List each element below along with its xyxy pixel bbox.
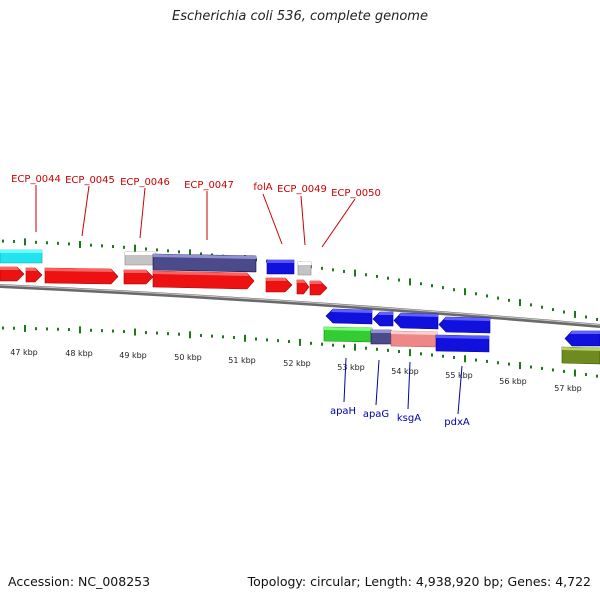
gene-label-ecp-0045[interactable]: ECP_0045 — [65, 175, 115, 186]
gene-label-apah[interactable]: apaH — [330, 406, 356, 417]
blue-feature — [435, 334, 490, 353]
gene-label-apag[interactable]: apaG — [363, 409, 389, 420]
reverse-cds-arrow — [393, 312, 439, 330]
gene-label-pdxa[interactable]: pdxA — [444, 417, 470, 428]
purple-small-feature — [370, 329, 392, 345]
scale-label: 56 kbp — [499, 377, 527, 386]
scale-label: 52 kbp — [283, 359, 311, 368]
reverse-cds-arrow — [325, 308, 373, 325]
pink-feature — [390, 330, 438, 348]
forward-cds-arrow — [0, 266, 25, 282]
reverse-cds-arrow — [564, 330, 600, 347]
blue-feature — [266, 259, 295, 275]
top-label-leaders — [35, 185, 356, 248]
gene-label-ecp-0049[interactable]: ECP_0049 — [277, 184, 327, 195]
scale-label: 57 kbp — [554, 384, 582, 393]
scale-label: 55 kbp — [445, 371, 473, 380]
forward-cds-arrow — [25, 267, 43, 283]
purple-feature — [152, 253, 257, 273]
scale-label: 49 kbp — [119, 351, 147, 360]
genome-backbone — [0, 284, 600, 328]
reverse-cds-arrow — [438, 316, 491, 334]
reverse-cds-arrow — [372, 311, 394, 327]
gene-features — [0, 249, 600, 365]
gene-label-ecp-0044[interactable]: ECP_0044 — [11, 174, 61, 185]
scale-label: 51 kbp — [228, 356, 256, 365]
cyan-feature — [0, 249, 43, 264]
forward-cds-arrow — [44, 267, 119, 285]
gene-label-ecp-0046[interactable]: ECP_0046 — [120, 177, 170, 188]
genome-summary-text: Topology: circular; Length: 4,938,920 bp… — [247, 574, 591, 589]
gene-label-ecp-0050[interactable]: ECP_0050 — [331, 188, 381, 199]
genome-backbone-highlight — [0, 284, 600, 326]
scale-labels: 47 kbp 48 kbp 49 kbp 50 kbp 51 kbp 52 kb… — [10, 348, 582, 393]
scale-label: 54 kbp — [391, 367, 419, 376]
top-gene-labels: ECP_0044 ECP_0045 ECP_0046 ECP_0047 folA… — [11, 174, 381, 199]
bottom-gene-labels: apaH apaG ksgA pdxA — [330, 406, 470, 428]
scale-label: 53 kbp — [337, 363, 365, 372]
forward-cds-arrow — [123, 269, 154, 285]
forward-cds-arrow — [152, 270, 255, 290]
gene-label-fola[interactable]: folA — [253, 182, 272, 193]
forward-cds-arrow — [265, 277, 293, 293]
forward-cds-arrow — [296, 279, 310, 295]
gene-label-ecp-0047[interactable]: ECP_0047 — [184, 180, 234, 191]
forward-cds-arrow — [309, 280, 328, 296]
grey-feature — [124, 251, 156, 266]
scale-label: 48 kbp — [65, 349, 93, 358]
bottom-label-leaders — [343, 357, 463, 415]
accession-text: Accession: NC_008253 — [8, 574, 151, 589]
grey-small-feature — [297, 261, 312, 276]
scale-label: 47 kbp — [10, 348, 38, 357]
green-feature — [323, 326, 373, 343]
gene-label-ksga[interactable]: ksgA — [397, 413, 421, 424]
genome-title: Escherichia coli 536, complete genome — [172, 9, 428, 24]
olive-feature — [561, 346, 600, 365]
scale-label: 50 kbp — [174, 353, 202, 362]
